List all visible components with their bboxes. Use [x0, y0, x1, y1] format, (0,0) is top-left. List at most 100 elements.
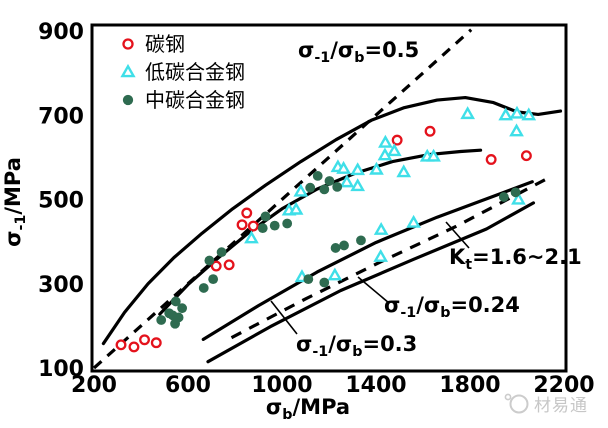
upper-bound-curve [101, 95, 563, 346]
y-axis-tick-label: 300 [38, 273, 84, 298]
leader-kt [445, 221, 470, 249]
y-axis-tick-label: 900 [38, 20, 84, 45]
medium-carbon-alloy-point [156, 315, 167, 325]
carbon-steel-point [223, 259, 235, 271]
medium-carbon-alloy-point [122, 94, 134, 106]
middle-bound-curve [158, 148, 483, 316]
carbon-steel-point [247, 220, 259, 232]
low-carbon-alloy-point [396, 164, 412, 178]
medium-carbon-alloy-point [498, 192, 509, 202]
label-text-part: b [354, 50, 364, 66]
medium-carbon-alloy-point [204, 255, 215, 266]
low-carbon-alloy-point [327, 267, 343, 281]
medium-carbon-alloy-point [319, 184, 330, 195]
y-axis-tick-label: 100 [38, 357, 84, 382]
notched-band-lower-line [206, 201, 536, 364]
carbon-steel-point [424, 125, 436, 137]
carbon-steel-point [150, 337, 162, 349]
low-carbon-alloy-point [498, 107, 514, 121]
label-text-part: /σ [330, 38, 354, 62]
label-text-part: =0.5 [364, 38, 419, 62]
low-carbon-alloy-point [460, 106, 476, 120]
carbon-steel-point [210, 260, 222, 272]
x-axis-tick-label: 1000 [251, 373, 312, 398]
label-text-part: σ [384, 293, 400, 317]
label-ratio-024: σ-1/σb=0.24 [384, 293, 520, 321]
carbon-steel-point [391, 134, 403, 146]
low-carbon-alloy-point [386, 143, 402, 157]
carbon-steel-point [128, 341, 140, 353]
low-carbon-alloy-point [369, 161, 384, 175]
label-text-part: /MPa [1, 157, 25, 215]
legend-label-1: 低碳合金钢 [145, 60, 245, 84]
low-carbon-alloy-point [350, 178, 366, 192]
ratio-0.5-line [92, 28, 473, 370]
x-axis-tick-label: 1400 [345, 373, 406, 398]
medium-carbon-alloy-point [260, 211, 271, 222]
medium-carbon-alloy-point [356, 235, 366, 246]
medium-carbon-alloy-point [208, 274, 219, 285]
x-axis-title: σb/MPa [266, 395, 350, 423]
label-text-part: /MPa [293, 395, 351, 419]
medium-carbon-alloy-point [282, 218, 293, 229]
label-text-part: b [440, 305, 450, 321]
medium-carbon-alloy-point [269, 220, 280, 231]
watermark-logo-dot-icon [504, 393, 512, 401]
leader-ratio-03 [270, 300, 298, 335]
low-carbon-alloy-point [511, 191, 526, 205]
carbon-steel-point [236, 219, 248, 231]
carbon-steel-point [115, 339, 127, 351]
low-carbon-alloy-point [378, 134, 393, 148]
low-carbon-alloy-point [293, 183, 309, 197]
label-text-part: =0.24 [450, 293, 519, 317]
watermark-logo-icon [509, 394, 529, 414]
low-carbon-alloy-point [426, 148, 441, 162]
medium-carbon-alloy-point [319, 277, 330, 288]
label-text-part: /σ [416, 293, 440, 317]
label-text-part: -1 [13, 215, 29, 231]
label-text-part: /σ [328, 332, 352, 356]
y-axis-title: σ-1/MPa [1, 157, 29, 247]
label-text-part: b [352, 344, 362, 360]
label-text-part: K [449, 245, 466, 269]
medium-carbon-alloy-point [305, 182, 316, 193]
label-text-part: t [465, 257, 472, 273]
x-axis-tick-label: 200 [71, 373, 117, 398]
carbon-steel-point [122, 38, 134, 50]
label-text-part: σ [1, 231, 25, 247]
watermark-text: 材易通 [534, 396, 588, 416]
label-text-part: -1 [314, 50, 330, 66]
carbon-steel-point [241, 207, 253, 219]
label-text-part: σ [266, 395, 282, 419]
low-carbon-alloy-point [120, 63, 136, 78]
label-text-part: b [282, 407, 292, 423]
low-carbon-alloy-point [521, 107, 537, 121]
low-carbon-alloy-point [339, 174, 355, 188]
carbon-steel-point [485, 154, 497, 165]
low-carbon-alloy-point [406, 214, 421, 228]
low-carbon-alloy-point [509, 123, 524, 137]
medium-carbon-alloy-point [332, 181, 343, 192]
medium-carbon-alloy-point [216, 247, 227, 258]
label-text-part: -1 [312, 344, 328, 360]
medium-carbon-alloy-point [324, 176, 335, 186]
legend-label-2: 中碳合金钢 [145, 88, 245, 112]
medium-carbon-alloy-point [339, 240, 349, 251]
medium-carbon-alloy-point [257, 223, 268, 234]
label-kt: Kt=1.6~2.1 [449, 245, 582, 273]
legend-label-0: 碳钢 [145, 32, 185, 56]
label-ratio-05: σ-1/σb=0.5 [298, 38, 419, 66]
medium-carbon-alloy-point [312, 171, 323, 181]
low-carbon-alloy-point [373, 222, 389, 235]
label-text-part: =0.3 [362, 332, 417, 356]
low-carbon-alloy-point [373, 248, 389, 262]
carbon-steel-point [139, 334, 150, 346]
y-axis-tick-label: 500 [38, 189, 84, 214]
low-carbon-alloy-point [377, 147, 393, 161]
medium-carbon-alloy-point [170, 296, 181, 307]
carbon-steel-point [520, 150, 532, 162]
plot-border [90, 23, 568, 373]
